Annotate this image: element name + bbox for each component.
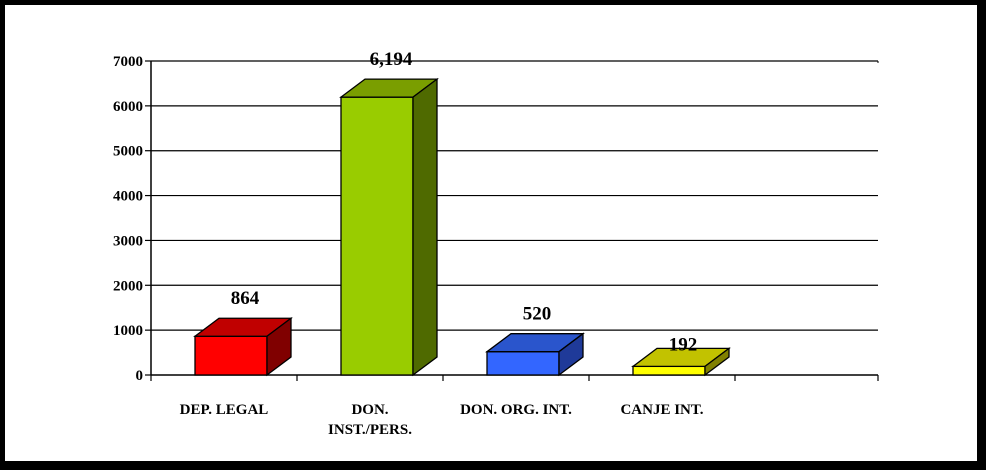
bar-front <box>632 365 706 376</box>
y-tick-label: 4000 <box>113 189 143 205</box>
data-label: 520 <box>523 304 552 325</box>
category-label: DON. <box>351 402 388 418</box>
gridlines <box>151 60 878 331</box>
data-label: 864 <box>231 288 260 309</box>
bar-front <box>194 335 268 376</box>
bar-front <box>486 351 560 376</box>
y-tick-label: 6000 <box>113 99 143 115</box>
bar-chart: 0 1000 2000 3000 4000 5000 6000 7000 864 DEP. LEG… <box>113 49 879 438</box>
bar-side <box>558 332 584 377</box>
category-label: DON. ORG. INT. <box>460 402 572 418</box>
category-label: DEP. LEGAL <box>180 402 269 418</box>
bar-3 <box>485 332 585 377</box>
y-tick-label: 7000 <box>113 54 143 70</box>
bar-side <box>704 347 730 377</box>
bar-4 <box>631 347 731 377</box>
y-tick-label: 0 <box>136 368 144 384</box>
category-label: CANJE INT. <box>620 402 703 418</box>
data-label: 192 <box>669 334 698 355</box>
y-tick-label: 3000 <box>113 233 143 249</box>
bar-side <box>266 316 292 377</box>
y-tick-label: 5000 <box>113 144 143 160</box>
labels: 0 1000 2000 3000 4000 5000 6000 7000 864 DEP. LEG… <box>113 49 704 438</box>
data-label: 6,194 <box>370 49 413 70</box>
y-tick-label: 2000 <box>113 278 143 294</box>
bars <box>193 77 731 377</box>
bar-2 <box>339 77 439 377</box>
bar-front <box>340 96 414 376</box>
category-label: INST./PERS. <box>328 422 412 438</box>
bar-1 <box>193 316 293 377</box>
y-tick-label: 1000 <box>113 323 143 339</box>
bar-side <box>412 77 438 377</box>
